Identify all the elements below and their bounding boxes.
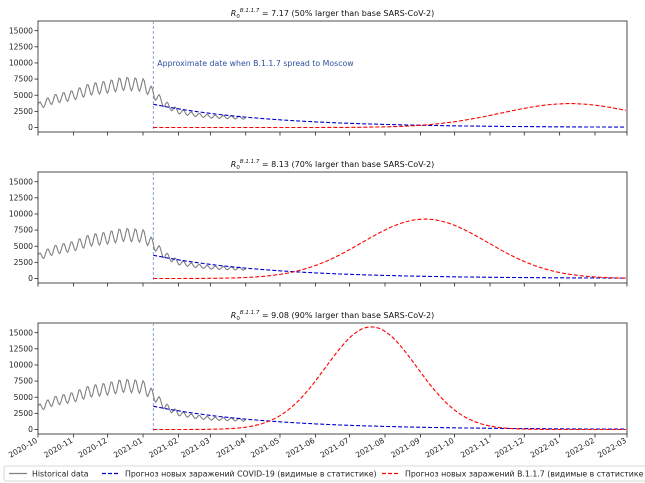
x-tick-label: 2021-09 — [389, 436, 421, 460]
covid-forecast-line — [153, 405, 626, 430]
y-tick-label: 2500 — [14, 409, 33, 418]
title-symbol: R — [231, 311, 237, 320]
x-tick-label: 2022-01 — [529, 436, 561, 460]
y-tick-label: 0 — [28, 274, 33, 283]
y-tick-label: 2500 — [14, 107, 33, 116]
title-text: = 7.17 (50% larger than base SARS-CoV-2) — [259, 9, 434, 18]
x-tick-label: 2021-03 — [179, 436, 211, 460]
title-subscript: 0 — [236, 316, 240, 322]
y-tick-label: 7500 — [14, 226, 33, 235]
subplot-title: R0B.1.1.7 = 9.08 (90% larger than base S… — [231, 310, 434, 322]
y-tick-label: 10000 — [9, 361, 33, 370]
y-tick-label: 10000 — [9, 210, 33, 219]
y-tick-label: 5000 — [14, 242, 33, 251]
subplot-title: R0B.1.1.7 = 7.17 (50% larger than base S… — [231, 8, 434, 20]
title-superscript: B.1.1.7 — [240, 8, 260, 14]
legend-box — [3, 465, 645, 482]
y-tick-label: 12500 — [9, 42, 33, 51]
x-tick-label: 2021-07 — [319, 436, 351, 460]
x-tick-label: 2021-08 — [354, 436, 386, 460]
b117-forecast-line — [153, 103, 627, 129]
x-tick-label: 2021-06 — [284, 436, 316, 460]
title-superscript: B.1.1.7 — [240, 310, 260, 316]
y-tick-label: 15000 — [9, 177, 33, 186]
axes-frame — [37, 20, 628, 133]
x-tick-label: 2022-02 — [564, 436, 596, 460]
title-subscript: 0 — [236, 165, 240, 171]
event-annotation: Approximate date when B.1.1.7 spread to … — [157, 59, 354, 68]
title-text: = 8.13 (70% larger than base SARS-CoV-2) — [259, 160, 434, 169]
y-tick-label: 5000 — [14, 393, 33, 402]
historical-data-line — [38, 378, 247, 422]
y-tick-label: 7500 — [14, 377, 33, 386]
historical-data-line — [38, 227, 247, 271]
axes-frame — [37, 171, 628, 284]
x-tick-label: 2020-10 — [7, 436, 39, 460]
x-tick-label: 2021-11 — [459, 436, 491, 460]
y-tick-label: 0 — [28, 123, 33, 132]
x-tick-label: 2020-12 — [77, 436, 109, 460]
y-tick-label: 5000 — [14, 91, 33, 100]
title-superscript: B.1.1.7 — [240, 159, 260, 165]
legend-label: Прогноз новых заражений B.1.1.7 (видимые… — [405, 469, 644, 478]
plot-area — [38, 172, 626, 283]
y-tick-label: 12500 — [9, 344, 33, 353]
plot-area — [38, 21, 627, 132]
title-subscript: 0 — [236, 14, 240, 20]
y-tick-label: 0 — [28, 425, 33, 434]
x-tick-label: 2021-10 — [424, 436, 456, 460]
x-tick-label: 2022-03 — [596, 436, 628, 460]
historical-data-line — [38, 76, 247, 120]
axes-frame — [37, 322, 628, 435]
b117-forecast-line — [153, 218, 626, 280]
covid-forecast-line — [153, 254, 626, 279]
b117-forecast-line — [153, 326, 626, 431]
covid-forecast-line — [153, 103, 626, 128]
x-axis-tick-labels: 2020-10 2020-11 2020-12 2021-01 2021-02 2021-… — [7, 436, 628, 460]
x-tick-label: 2020-11 — [42, 436, 74, 460]
x-tick-label: 2021-02 — [147, 436, 179, 460]
legend-label: Historical data — [32, 469, 89, 478]
x-tick-label: 2021-01 — [112, 436, 144, 460]
x-tick-label: 2021-05 — [249, 436, 281, 460]
y-tick-label: 2500 — [14, 258, 33, 267]
legend: Historical data Прогноз новых заражений C… — [3, 465, 645, 482]
title-text: = 9.08 (90% larger than base SARS-CoV-2) — [259, 311, 434, 320]
plot-area — [38, 323, 626, 434]
title-symbol: R — [231, 9, 237, 18]
y-tick-label: 15000 — [9, 328, 33, 337]
y-tick-label: 15000 — [9, 26, 33, 35]
x-tick-label: 2021-04 — [215, 436, 247, 460]
legend-label: Прогноз новых заражений COVID-19 (видимы… — [125, 469, 377, 478]
subplot-title: R0B.1.1.7 = 8.13 (70% larger than base S… — [231, 159, 434, 171]
y-tick-label: 7500 — [14, 75, 33, 84]
y-tick-label: 10000 — [9, 59, 33, 68]
y-tick-label: 12500 — [9, 193, 33, 202]
title-symbol: R — [231, 160, 237, 169]
x-tick-label: 2021-12 — [493, 436, 525, 460]
